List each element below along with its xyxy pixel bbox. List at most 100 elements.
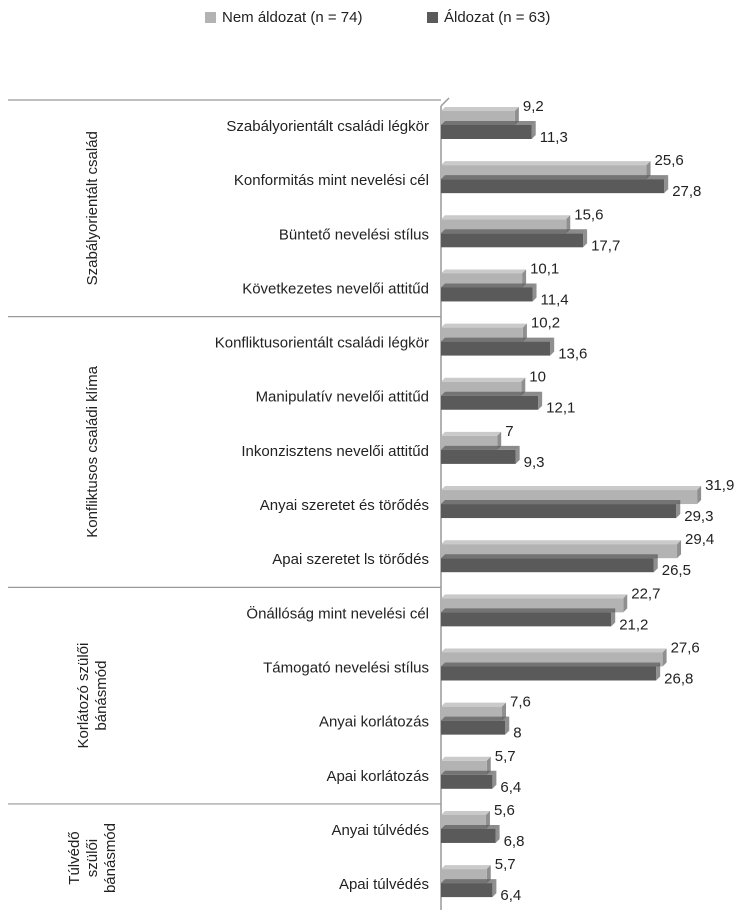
bar bbox=[441, 504, 677, 519]
bar-side bbox=[676, 500, 681, 519]
bar-side bbox=[550, 337, 555, 356]
group-label: bánásmód bbox=[102, 823, 119, 893]
value-label: 5,7 bbox=[495, 748, 516, 765]
value-label: 29,4 bbox=[685, 531, 714, 548]
bar-top bbox=[441, 377, 526, 382]
bar-side bbox=[522, 269, 527, 288]
value-label: 6,8 bbox=[504, 833, 525, 850]
bar-top bbox=[441, 107, 519, 111]
bar-side bbox=[697, 486, 702, 505]
bar bbox=[441, 179, 665, 194]
value-label: 9,2 bbox=[523, 98, 544, 115]
legend-label: Nem áldozat (n = 74) bbox=[222, 9, 363, 26]
bar bbox=[441, 449, 516, 464]
bar-top bbox=[441, 554, 658, 559]
bar bbox=[441, 883, 493, 898]
bar-side bbox=[502, 702, 507, 721]
bar-top bbox=[441, 756, 491, 761]
bar bbox=[441, 341, 551, 356]
bar-top bbox=[441, 810, 490, 815]
bar-side bbox=[532, 283, 537, 302]
bar bbox=[441, 612, 612, 627]
category-label: Anyai korlátozás bbox=[319, 714, 429, 731]
bar-top bbox=[441, 865, 491, 870]
value-label: 10,2 bbox=[531, 315, 560, 332]
value-label: 27,6 bbox=[671, 639, 700, 656]
bar-top bbox=[441, 391, 543, 396]
axis-line bbox=[440, 97, 450, 107]
value-label: 15,6 bbox=[574, 206, 603, 223]
bar-top bbox=[441, 283, 537, 288]
bar bbox=[441, 720, 506, 735]
value-label: 27,8 bbox=[672, 183, 701, 200]
bar-top bbox=[441, 215, 571, 220]
bar-top bbox=[441, 269, 527, 274]
bar-side bbox=[583, 229, 588, 248]
group-label: Túlvédő bbox=[66, 831, 83, 884]
value-label: 9,3 bbox=[524, 454, 545, 471]
group-label: Korlátozó szülői bbox=[75, 643, 92, 749]
category-label: Apai szeretet ls törődés bbox=[272, 551, 429, 568]
bar bbox=[441, 774, 493, 789]
bar-top bbox=[441, 594, 628, 599]
bar bbox=[441, 287, 533, 302]
bar-side bbox=[653, 554, 658, 573]
value-label: 25,6 bbox=[655, 152, 684, 169]
value-label: 26,8 bbox=[664, 670, 693, 687]
bar-top bbox=[441, 161, 651, 166]
group-label: Szabályorientált család bbox=[84, 131, 101, 285]
bar-side bbox=[486, 756, 491, 775]
bar-top bbox=[441, 500, 681, 505]
bar-side bbox=[538, 391, 543, 410]
bar-top bbox=[441, 879, 497, 884]
category-label: Apai korlátozás bbox=[326, 768, 429, 785]
value-label: 12,1 bbox=[546, 400, 575, 417]
bar bbox=[441, 666, 657, 681]
category-label: Konformitás mint nevelési cél bbox=[234, 172, 429, 189]
bar-top bbox=[441, 175, 669, 180]
legend-swatch bbox=[427, 12, 438, 23]
value-label: 21,2 bbox=[619, 616, 648, 633]
group-label: bánásmód bbox=[93, 661, 110, 731]
value-label: 5,6 bbox=[494, 802, 515, 819]
bar bbox=[441, 828, 496, 843]
bar-side bbox=[611, 608, 616, 627]
bar-side bbox=[656, 662, 661, 681]
group-label: szülői bbox=[84, 839, 101, 877]
value-label: 31,9 bbox=[705, 477, 734, 494]
category-label: Büntető nevelési stílus bbox=[279, 226, 429, 243]
group-label: Konfliktusos családi klíma bbox=[84, 365, 101, 537]
bar-side bbox=[566, 215, 571, 234]
bar-top bbox=[441, 702, 507, 707]
bar bbox=[441, 395, 539, 410]
bar-top bbox=[441, 431, 502, 436]
bar-top bbox=[441, 121, 536, 125]
bar-side bbox=[515, 445, 520, 464]
bar-top bbox=[441, 716, 510, 721]
bar bbox=[441, 125, 532, 139]
value-label: 6,4 bbox=[500, 779, 521, 796]
legend-label: Áldozat (n = 63) bbox=[444, 9, 550, 26]
category-label: Konfliktusorientált családi légkör bbox=[215, 335, 429, 352]
bar-side bbox=[664, 175, 669, 194]
value-label: 7 bbox=[505, 423, 513, 440]
category-label: Szabályorientált családi légkör bbox=[226, 118, 429, 135]
bar-top bbox=[441, 608, 616, 613]
value-label: 10 bbox=[529, 369, 546, 386]
bar bbox=[441, 233, 584, 248]
bar-top bbox=[441, 540, 682, 545]
category-label: Anyai szeretet és törődés bbox=[260, 497, 429, 514]
value-label: 6,4 bbox=[500, 887, 521, 904]
bar-side bbox=[505, 716, 510, 735]
value-label: 8 bbox=[513, 725, 521, 742]
value-label: 7,6 bbox=[510, 694, 531, 711]
bar-side bbox=[497, 431, 502, 450]
bar-top bbox=[441, 824, 500, 829]
bar-side bbox=[492, 770, 497, 789]
bar-side bbox=[677, 540, 682, 559]
value-label: 11,4 bbox=[541, 291, 569, 308]
category-label: Következetes nevelői attitűd bbox=[242, 280, 429, 297]
value-label: 13,6 bbox=[558, 346, 587, 363]
bar-top bbox=[441, 323, 527, 328]
